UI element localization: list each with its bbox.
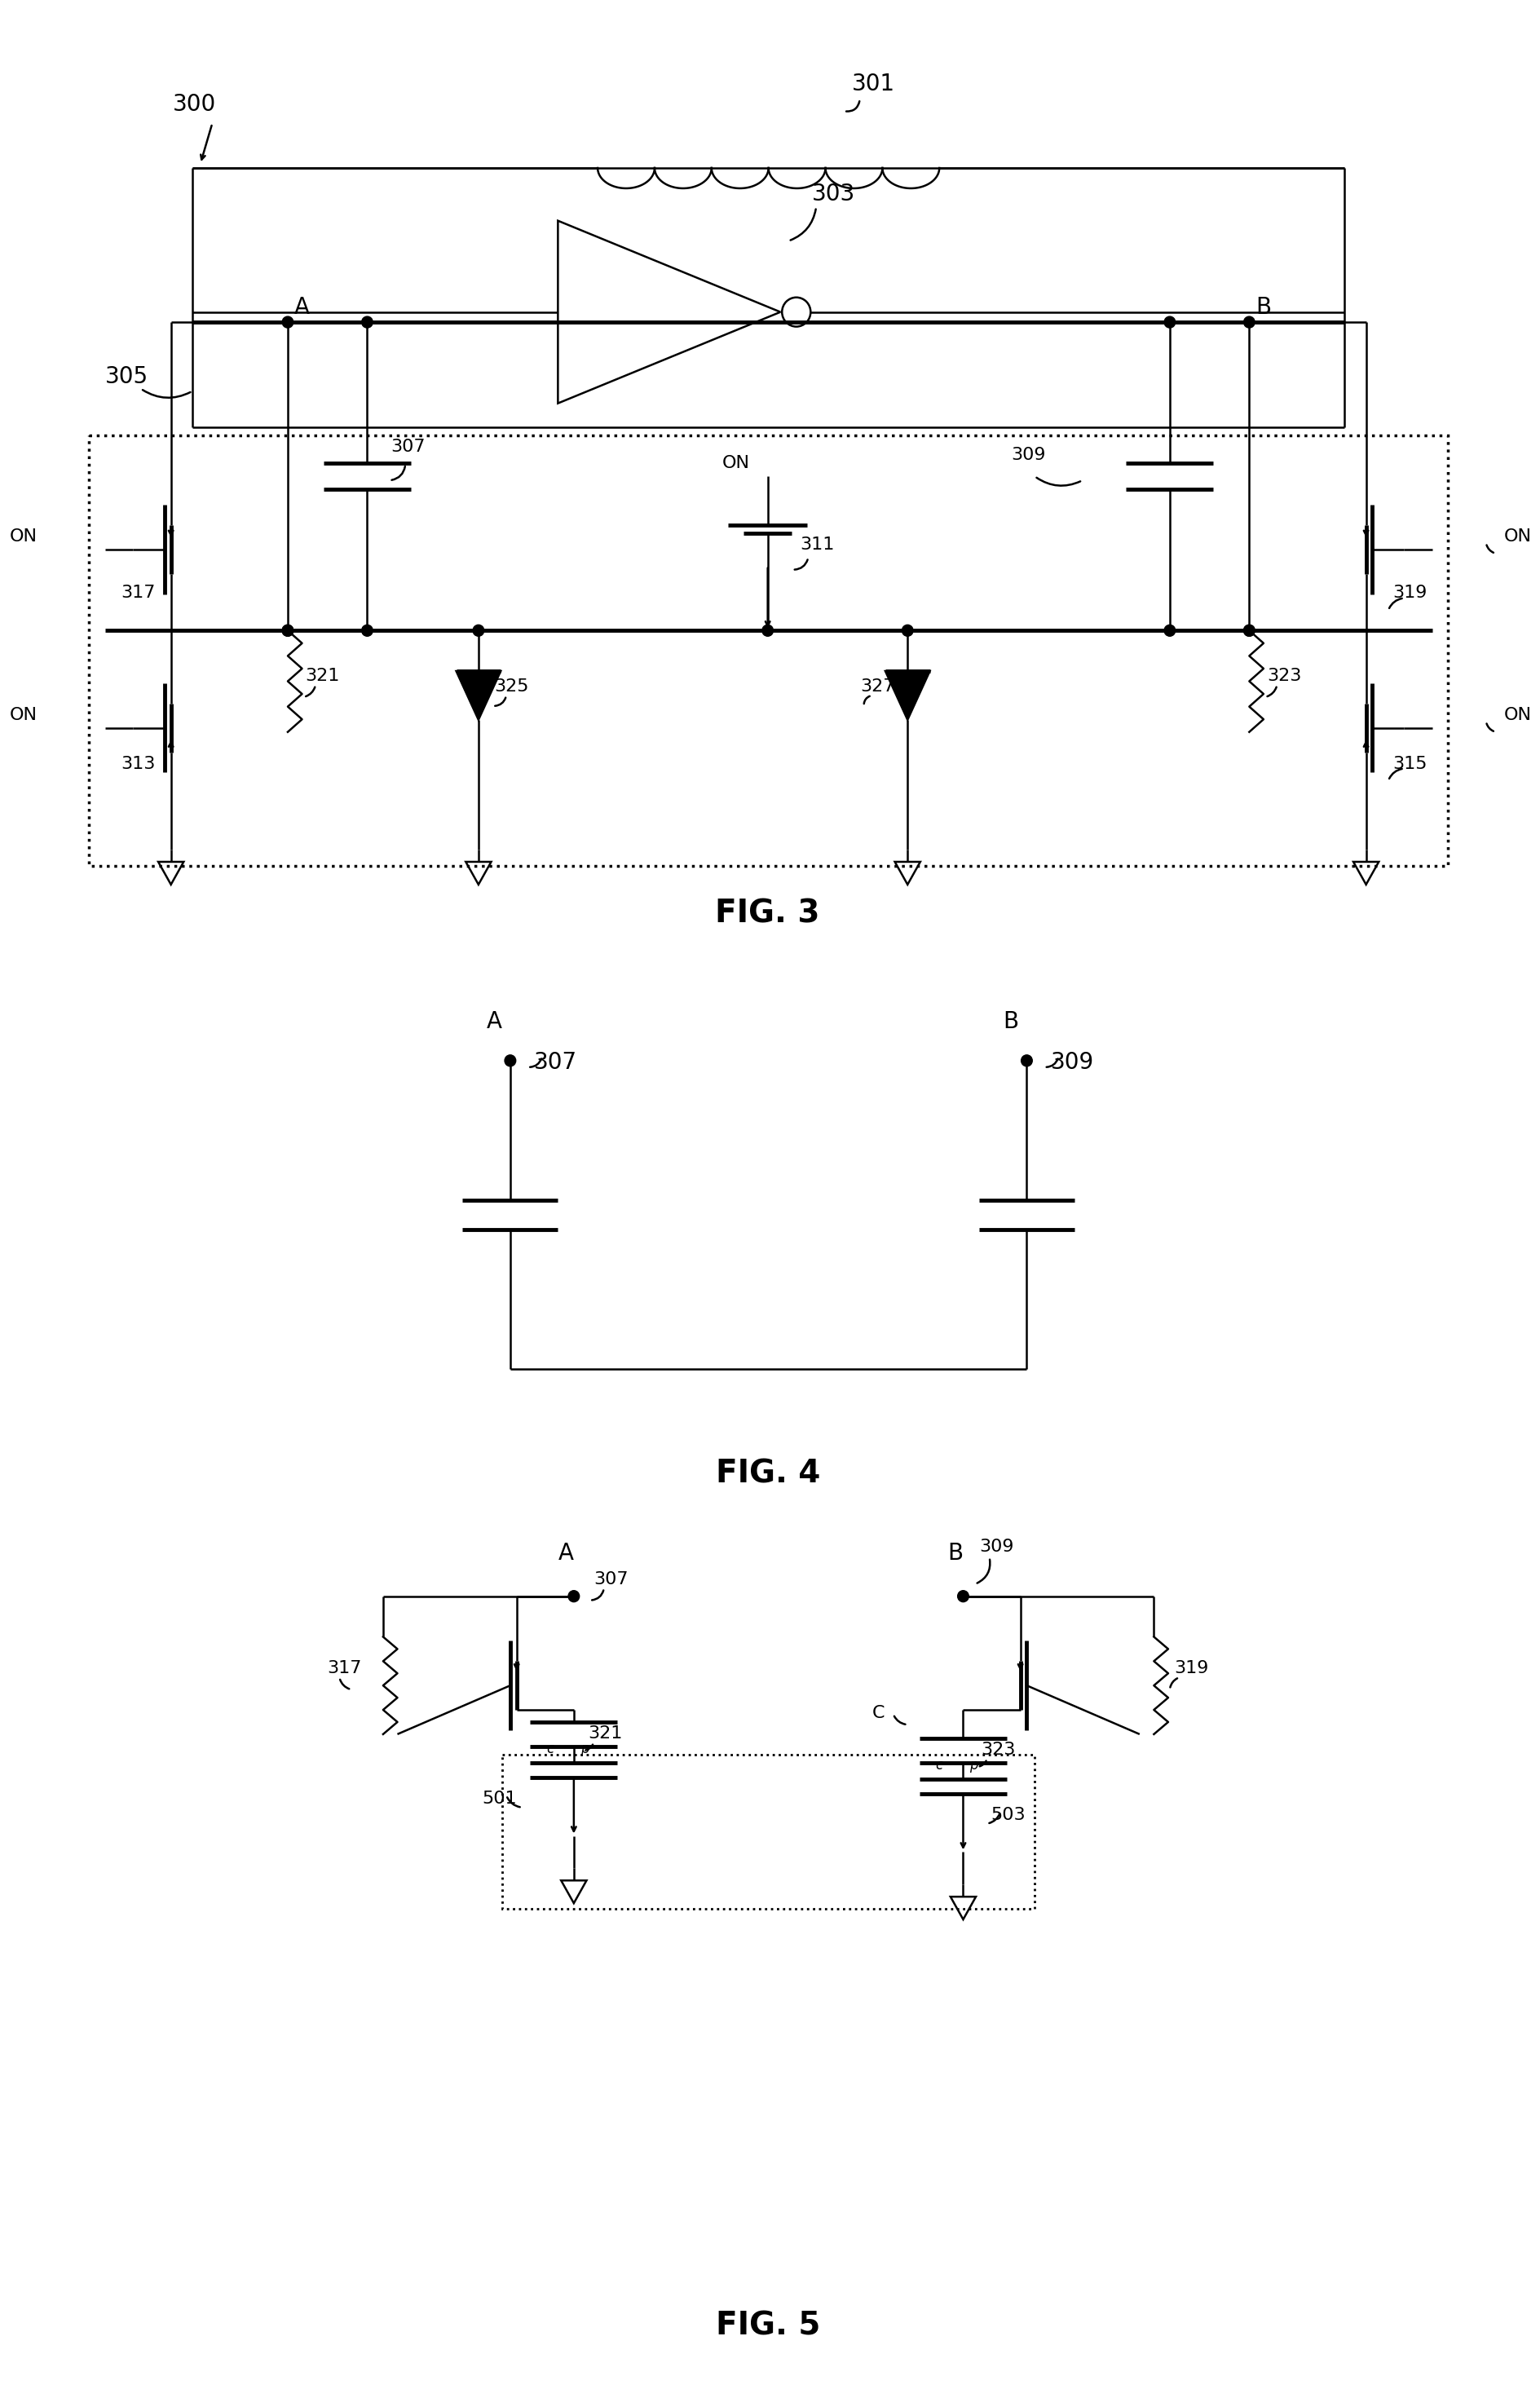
Text: 321: 321 bbox=[588, 1727, 622, 1741]
Text: c: c bbox=[547, 1741, 553, 1755]
Polygon shape bbox=[456, 671, 501, 719]
Text: ON: ON bbox=[1503, 707, 1531, 724]
Text: 503: 503 bbox=[992, 1806, 1026, 1822]
Circle shape bbox=[282, 626, 293, 635]
Text: 325: 325 bbox=[494, 679, 530, 695]
Text: 317: 317 bbox=[328, 1659, 362, 1676]
Circle shape bbox=[902, 626, 913, 635]
Text: ON: ON bbox=[1503, 528, 1531, 544]
Text: 303: 303 bbox=[812, 182, 856, 206]
Text: 319: 319 bbox=[1392, 585, 1428, 602]
Text: B: B bbox=[947, 1542, 962, 1563]
Text: 311: 311 bbox=[801, 537, 835, 552]
Text: A: A bbox=[487, 1010, 502, 1034]
Text: A: A bbox=[294, 295, 310, 319]
Text: 313: 313 bbox=[120, 755, 156, 772]
Circle shape bbox=[473, 626, 484, 635]
Circle shape bbox=[1164, 317, 1175, 329]
Text: FIG. 3: FIG. 3 bbox=[715, 899, 821, 928]
Text: B: B bbox=[1003, 1010, 1018, 1034]
Text: 307: 307 bbox=[534, 1050, 578, 1074]
Text: p: p bbox=[581, 1741, 588, 1755]
Polygon shape bbox=[886, 671, 930, 719]
Circle shape bbox=[1244, 626, 1255, 635]
Text: 305: 305 bbox=[105, 364, 148, 388]
Circle shape bbox=[362, 317, 373, 329]
Text: p: p bbox=[970, 1758, 978, 1772]
Text: FIG. 5: FIG. 5 bbox=[716, 2309, 819, 2340]
Text: 309: 309 bbox=[1010, 446, 1046, 463]
Text: 309: 309 bbox=[1050, 1050, 1093, 1074]
Text: 301: 301 bbox=[852, 72, 895, 96]
Text: 307: 307 bbox=[594, 1571, 628, 1587]
Text: 307: 307 bbox=[391, 439, 425, 456]
Circle shape bbox=[505, 1055, 516, 1067]
Text: c: c bbox=[935, 1758, 942, 1772]
Text: A: A bbox=[557, 1542, 573, 1563]
Circle shape bbox=[1164, 626, 1175, 635]
Text: 323: 323 bbox=[981, 1741, 1015, 1758]
Text: 323: 323 bbox=[1267, 667, 1301, 683]
Circle shape bbox=[282, 626, 293, 635]
Circle shape bbox=[958, 1590, 969, 1602]
Text: B: B bbox=[1255, 295, 1270, 319]
Circle shape bbox=[282, 317, 293, 329]
Text: ON: ON bbox=[722, 456, 750, 472]
Text: 315: 315 bbox=[1392, 755, 1428, 772]
Text: 317: 317 bbox=[120, 585, 156, 602]
Circle shape bbox=[762, 626, 773, 635]
Circle shape bbox=[568, 1590, 579, 1602]
Text: ON: ON bbox=[9, 528, 37, 544]
Circle shape bbox=[1244, 317, 1255, 329]
Text: 501: 501 bbox=[482, 1791, 517, 1806]
Text: C: C bbox=[872, 1705, 884, 1722]
Text: FIG. 4: FIG. 4 bbox=[716, 1458, 819, 1489]
Text: 319: 319 bbox=[1173, 1659, 1209, 1676]
Circle shape bbox=[1244, 626, 1255, 635]
Text: 327: 327 bbox=[859, 679, 895, 695]
Circle shape bbox=[1021, 1055, 1032, 1067]
Text: 309: 309 bbox=[979, 1540, 1013, 1554]
Text: 321: 321 bbox=[305, 667, 340, 683]
Text: ON: ON bbox=[9, 707, 37, 724]
Circle shape bbox=[362, 626, 373, 635]
Text: 300: 300 bbox=[172, 94, 216, 115]
